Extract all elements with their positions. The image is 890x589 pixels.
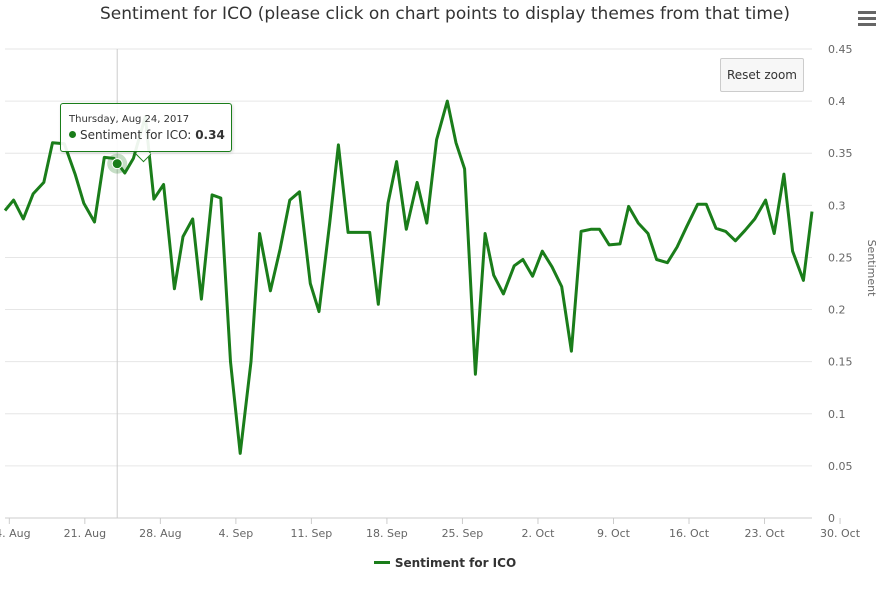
reset-zoom-button[interactable]: Reset zoom xyxy=(720,58,804,92)
y-tick-label: 0.15 xyxy=(828,356,853,369)
y-tick-label: 0.25 xyxy=(828,251,853,264)
tooltip-series-dot xyxy=(69,131,76,138)
chart-title: Sentiment for ICO (please click on chart… xyxy=(100,4,790,24)
x-tick-label: 23. Oct xyxy=(745,527,786,540)
x-tick-label: 30. Oct xyxy=(820,527,861,540)
x-tick-label: 28. Aug xyxy=(139,527,181,540)
hamburger-menu-icon[interactable] xyxy=(856,8,878,28)
legend-label: Sentiment for ICO xyxy=(394,556,517,570)
x-tick-label: 2. Oct xyxy=(521,527,555,540)
y-tick-label: 0.3 xyxy=(828,199,846,212)
hover-marker[interactable] xyxy=(111,158,123,170)
tooltip-value: 0.34 xyxy=(195,128,225,142)
x-tick-label: 21. Aug xyxy=(64,527,106,540)
x-tick-label: 4. Sep xyxy=(219,527,254,540)
y-tick-label: 0.2 xyxy=(828,304,846,317)
x-tick-label: 14. Aug xyxy=(0,527,31,540)
tooltip-row: Sentiment for ICO: 0.34 xyxy=(69,128,225,142)
y-tick-label: 0 xyxy=(828,512,835,525)
x-tick-label: 18. Sep xyxy=(366,527,408,540)
y-tick-label: 0.45 xyxy=(828,43,853,56)
x-tick-label: 16. Oct xyxy=(669,527,710,540)
tooltip-series-label: Sentiment for ICO: xyxy=(80,128,192,142)
y-axis-title: Sentiment xyxy=(865,240,878,298)
x-tick-label: 25. Sep xyxy=(442,527,484,540)
x-tick-label: 11. Sep xyxy=(291,527,333,540)
y-tick-label: 0.05 xyxy=(828,460,853,473)
y-tick-label: 0.1 xyxy=(828,408,846,421)
series-line-sentiment[interactable] xyxy=(3,99,814,455)
legend-line-icon xyxy=(373,561,390,564)
y-tick-label: 0.4 xyxy=(828,95,846,108)
y-tick-label: 0.35 xyxy=(828,147,853,160)
x-tick-label: 9. Oct xyxy=(597,527,631,540)
tooltip-date: Thursday, Aug 24, 2017 xyxy=(69,114,190,125)
tooltip: Thursday, Aug 24, 2017 Sentiment for ICO… xyxy=(60,103,232,152)
legend-item-sentiment[interactable]: Sentiment for ICO xyxy=(0,556,890,570)
